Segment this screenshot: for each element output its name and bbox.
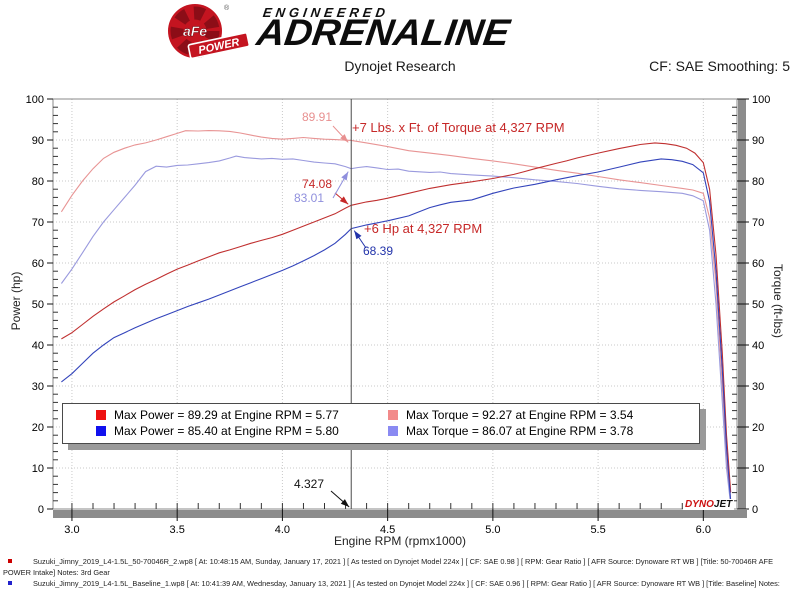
svg-text:80: 80 [32, 176, 44, 188]
footer-run-baseline: Suzuki_Jimny_2019_L4-1.5L_Baseline_1.wp8… [3, 578, 798, 589]
svg-text:50: 50 [32, 299, 44, 311]
legend-item-max-torque-baseline: Max Torque = 86.07 at Engine RPM = 3.78 [355, 424, 699, 438]
legend-swatch-blue [96, 426, 106, 436]
registered-mark: ® [224, 4, 230, 12]
cf-smoothing-label: CF: SAE Smoothing: 5 [649, 58, 790, 74]
tick-labels: 3.0 3.5 4.0 4.5 5.0 5.5 6.0 0 0 10 10 20 20 30 30 40 40 5… [26, 94, 771, 536]
svg-text:30: 30 [752, 381, 764, 393]
svg-text:5.0: 5.0 [485, 524, 500, 536]
annotation-torque-afe-value: 89.91 [301, 110, 332, 124]
svg-text:100: 100 [26, 94, 44, 106]
legend-swatch-red [96, 410, 106, 420]
svg-text:50: 50 [752, 299, 764, 311]
footer-run-info: Suzuki_Jimny_2019_L4-1.5L_50-70046R_2.wp… [3, 556, 798, 589]
curves [60, 130, 732, 505]
svg-text:3.0: 3.0 [64, 524, 79, 536]
axis-ticks [47, 98, 749, 521]
chart-title: Dynojet Research [344, 58, 456, 74]
afe-logo-aperture [170, 6, 220, 56]
svg-text:70: 70 [32, 217, 44, 229]
svg-text:20: 20 [752, 422, 764, 434]
annotation-cursor-rpm: 4.327 [294, 477, 325, 491]
svg-text:10: 10 [32, 463, 44, 475]
annotation-torque-gain: +7 Lbs. x Ft. of Torque at 4,327 RPM [352, 120, 565, 135]
svg-text:80: 80 [752, 176, 764, 188]
svg-text:5.5: 5.5 [590, 524, 605, 536]
annotation-torque-baseline-value: 83.01 [293, 191, 324, 205]
svg-text:6.0: 6.0 [696, 524, 711, 536]
annotation-power-afe-value: 74.08 [301, 177, 332, 191]
annotation-hp-gain: +6 Hp at 4,327 RPM [364, 221, 483, 236]
y-axis-label-power: Power (hp) [9, 271, 23, 331]
svg-text:3.5: 3.5 [170, 524, 185, 536]
svg-text:20: 20 [32, 422, 44, 434]
legend-label: Max Torque = 86.07 at Engine RPM = 3.78 [406, 424, 634, 438]
annotation-power-baseline-value: 68.39 [363, 244, 394, 258]
svg-text:4.0: 4.0 [275, 524, 290, 536]
svg-text:4.5: 4.5 [380, 524, 395, 536]
svg-text:60: 60 [32, 258, 44, 270]
svg-text:40: 40 [752, 340, 764, 352]
curve-torque_baseline [60, 155, 732, 505]
y-axis-label-torque: Torque (ft-lbs) [771, 263, 785, 339]
footer-bullet-red [8, 559, 12, 563]
svg-text:40: 40 [32, 340, 44, 352]
legend-swatch-lightblue [388, 426, 398, 436]
svg-text:90: 90 [32, 135, 44, 147]
annotation-arrows [330, 125, 367, 508]
afe-power-logo-icon: aFe ® POWER [168, 4, 251, 60]
curve-torque_afe [60, 130, 732, 501]
legend: Max Power = 89.29 at Engine RPM = 5.77 M… [62, 403, 700, 444]
afe-logo-text: aFe [183, 23, 207, 39]
svg-text:0: 0 [752, 504, 758, 516]
legend-swatch-pink [388, 410, 398, 420]
svg-text:100: 100 [752, 94, 770, 106]
svg-text:60: 60 [752, 258, 764, 270]
legend-item-max-torque-afe: Max Torque = 92.27 at Engine RPM = 3.54 [355, 408, 699, 422]
gridlines [53, 99, 737, 509]
svg-text:10: 10 [752, 463, 764, 475]
x-axis-label-rpm: Engine RPM (rpmx1000) [333, 534, 467, 548]
legend-item-max-power-afe: Max Power = 89.29 at Engine RPM = 5.77 [63, 408, 355, 422]
svg-text:70: 70 [752, 217, 764, 229]
footer-run-afe: Suzuki_Jimny_2019_L4-1.5L_50-70046R_2.wp… [3, 557, 774, 577]
svg-text:30: 30 [32, 381, 44, 393]
svg-text:90: 90 [752, 135, 764, 147]
curve-power_baseline [61, 158, 732, 501]
legend-label: Max Power = 85.40 at Engine RPM = 5.80 [114, 424, 339, 438]
legend-label: Max Power = 89.29 at Engine RPM = 5.77 [114, 408, 339, 422]
footer-bullet-blue [8, 581, 12, 585]
legend-item-max-power-baseline: Max Power = 85.40 at Engine RPM = 5.80 [63, 424, 355, 438]
svg-text:0: 0 [38, 504, 44, 516]
dynojet-watermark: DYNOJET [683, 499, 735, 510]
legend-label: Max Torque = 92.27 at Engine RPM = 3.54 [406, 408, 634, 422]
